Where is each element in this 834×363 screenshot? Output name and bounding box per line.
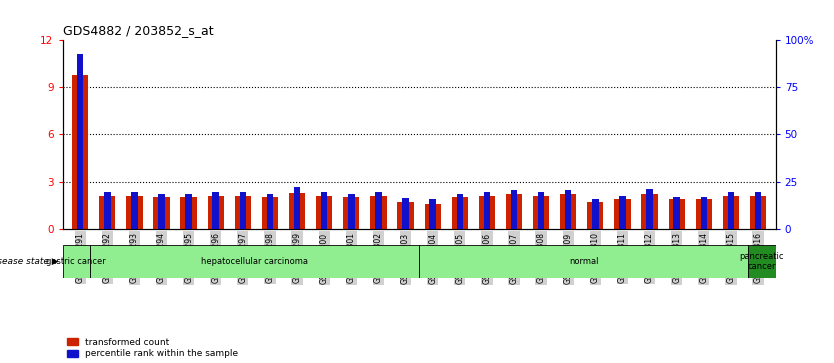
Bar [510, 190, 517, 229]
Bar [294, 187, 300, 229]
Text: GSM1200297: GSM1200297 [239, 232, 248, 284]
Bar [267, 194, 274, 229]
Bar [479, 196, 495, 229]
Text: gastric cancer: gastric cancer [47, 257, 106, 266]
Text: GSM1200291: GSM1200291 [76, 232, 85, 284]
Bar [262, 197, 278, 229]
Bar [673, 197, 680, 229]
Bar [72, 74, 88, 229]
Bar [727, 192, 734, 229]
Text: normal: normal [569, 257, 598, 266]
Text: GSM1200305: GSM1200305 [455, 232, 465, 284]
Bar [538, 192, 545, 229]
Bar [619, 196, 626, 229]
Text: GDS4882 / 203852_s_at: GDS4882 / 203852_s_at [63, 24, 214, 37]
Bar [77, 54, 83, 229]
Text: GSM1200299: GSM1200299 [293, 232, 302, 284]
Text: GSM1200311: GSM1200311 [618, 232, 627, 284]
Bar [185, 194, 192, 229]
Bar [375, 192, 382, 229]
Bar [646, 189, 653, 229]
Text: GSM1200310: GSM1200310 [590, 232, 600, 284]
Text: GSM1200314: GSM1200314 [699, 232, 708, 284]
Text: GSM1200298: GSM1200298 [265, 232, 274, 284]
Bar [348, 194, 354, 229]
Text: GSM1200316: GSM1200316 [753, 232, 762, 284]
Bar [750, 196, 766, 229]
Bar [316, 196, 332, 229]
Bar [615, 199, 631, 229]
Text: GSM1200315: GSM1200315 [726, 232, 736, 284]
Bar [343, 197, 359, 229]
Bar [748, 245, 776, 278]
Text: GSM1200309: GSM1200309 [564, 232, 573, 284]
Bar [208, 196, 224, 229]
Bar [452, 197, 468, 229]
Bar [63, 245, 90, 278]
Legend: transformed count, percentile rank within the sample: transformed count, percentile rank withi… [67, 338, 239, 359]
Text: GSM1200306: GSM1200306 [482, 232, 491, 284]
Text: pancreatic
cancer: pancreatic cancer [740, 252, 784, 271]
Bar [533, 196, 550, 229]
Bar [289, 192, 305, 229]
Bar [180, 197, 197, 229]
Bar [587, 202, 604, 229]
Bar [126, 196, 143, 229]
Text: GSM1200293: GSM1200293 [130, 232, 139, 284]
Text: GSM1200295: GSM1200295 [184, 232, 193, 284]
Bar [560, 194, 576, 229]
Bar [723, 196, 739, 229]
Bar [104, 192, 111, 229]
Text: hepatocellular carcinoma: hepatocellular carcinoma [201, 257, 308, 266]
Bar [420, 245, 748, 278]
Bar [506, 194, 522, 229]
Bar [641, 194, 658, 229]
Text: GSM1200301: GSM1200301 [347, 232, 356, 284]
Text: GSM1200296: GSM1200296 [211, 232, 220, 284]
Bar [397, 202, 414, 229]
Text: GSM1200308: GSM1200308 [536, 232, 545, 284]
Text: GSM1200300: GSM1200300 [319, 232, 329, 284]
Bar [370, 196, 386, 229]
Text: disease state ▶: disease state ▶ [0, 257, 58, 266]
Bar [213, 192, 219, 229]
Bar [669, 199, 685, 229]
Text: GSM1200307: GSM1200307 [510, 232, 519, 284]
Bar [484, 192, 490, 229]
Text: GSM1200312: GSM1200312 [645, 232, 654, 284]
Text: GSM1200294: GSM1200294 [157, 232, 166, 284]
Bar [755, 192, 761, 229]
Bar [99, 196, 115, 229]
Bar [592, 199, 599, 229]
Text: GSM1200292: GSM1200292 [103, 232, 112, 284]
Bar [456, 194, 463, 229]
Bar [425, 204, 441, 229]
Bar [158, 194, 165, 229]
Bar [239, 192, 246, 229]
Text: GSM1200303: GSM1200303 [401, 232, 410, 284]
Text: GSM1200304: GSM1200304 [428, 232, 437, 284]
Text: GSM1200302: GSM1200302 [374, 232, 383, 284]
Bar [234, 196, 251, 229]
Bar [402, 199, 409, 229]
Bar [430, 199, 436, 229]
Bar [153, 197, 169, 229]
Bar [321, 192, 328, 229]
Bar [701, 197, 707, 229]
Bar [696, 199, 712, 229]
Text: GSM1200313: GSM1200313 [672, 232, 681, 284]
Bar [565, 190, 571, 229]
Bar [131, 192, 138, 229]
Bar [90, 245, 420, 278]
